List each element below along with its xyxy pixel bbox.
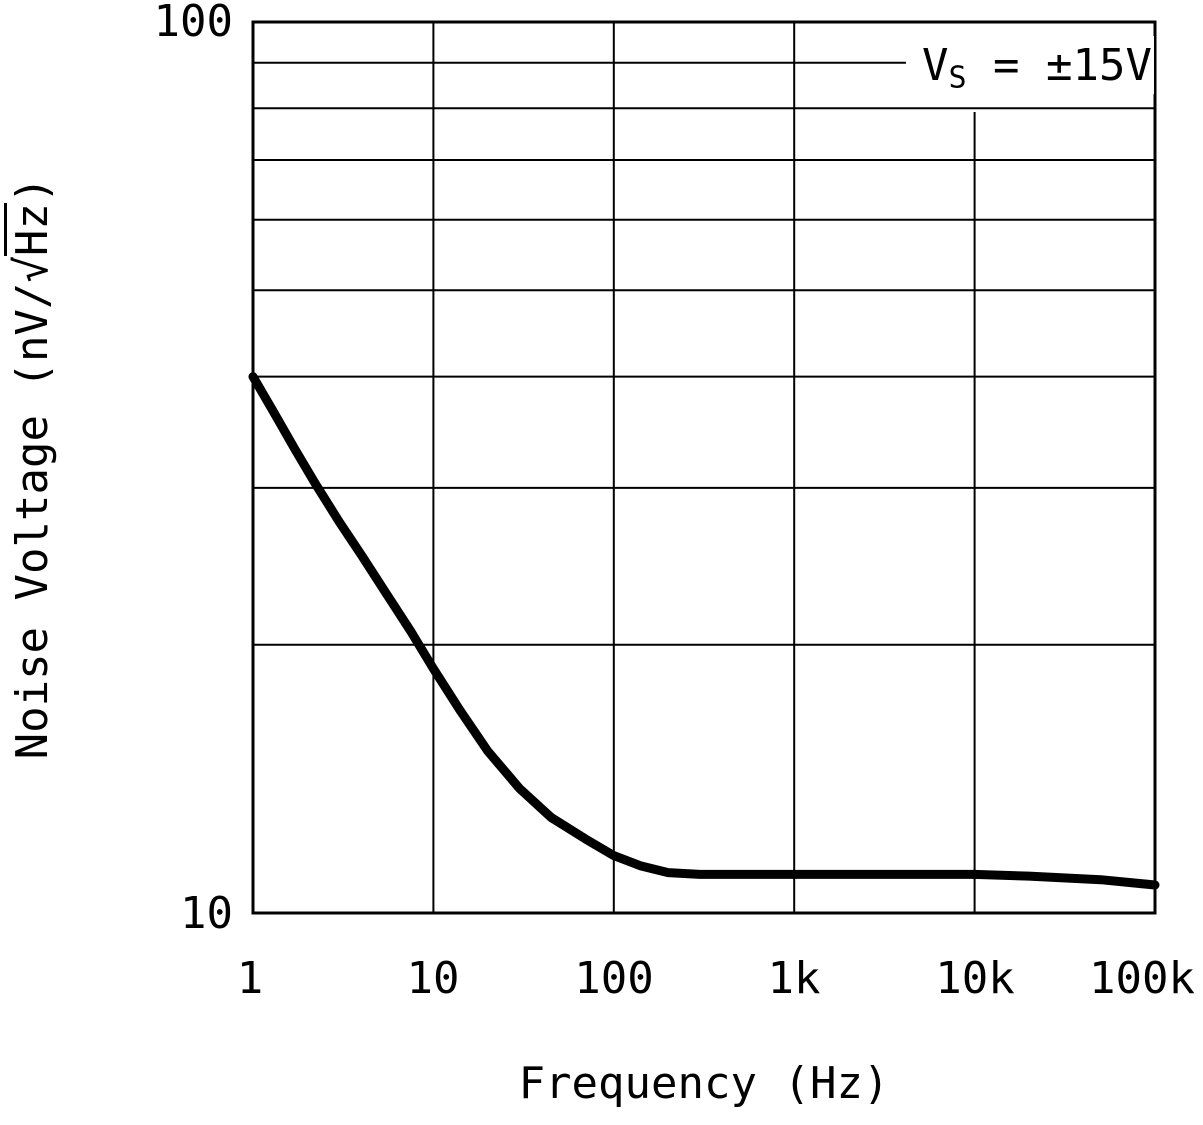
x-axis-title: Frequency (Hz) [518, 1058, 890, 1109]
plot-border [251, 20, 1157, 915]
sqrt-symbol: √ [7, 256, 58, 283]
sqrt-radicand: Hz [4, 203, 58, 257]
annotation-value: = ±15V [966, 40, 1152, 91]
noise-voltage-curve [248, 372, 1160, 890]
supply-voltage-annotation: VS = ±15V [906, 36, 1154, 94]
annotation-subscript: S [948, 60, 967, 96]
y-tick-100: 100 [153, 0, 233, 47]
annotation-v: V [922, 40, 949, 91]
y-tick-10: 10 [180, 888, 233, 939]
y-axis-title-suffix: ) [7, 176, 58, 204]
x-tick-10k: 10k [935, 953, 1015, 1004]
x-tick-10: 10 [406, 953, 460, 1004]
y-axis-title: Noise Voltage (nV/√Hz) [4, 168, 58, 768]
x-tick-1k: 1k [767, 953, 821, 1004]
x-tick-100k: 100k [1089, 953, 1195, 1004]
gridlines [253, 22, 1155, 913]
x-tick-1: 1 [236, 953, 264, 1004]
x-tick-100: 100 [574, 953, 654, 1004]
y-axis-title-prefix: Noise Voltage (nV/ [7, 282, 58, 760]
